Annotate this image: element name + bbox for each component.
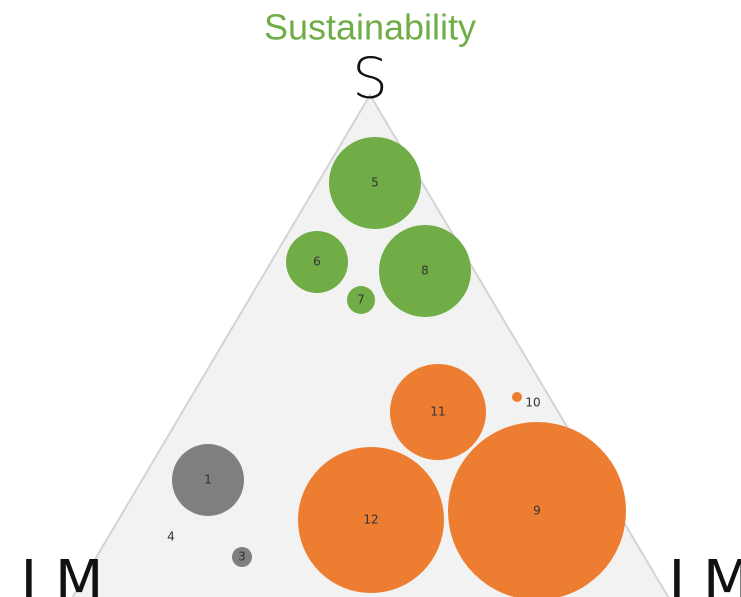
bubble xyxy=(512,392,522,402)
bubble xyxy=(232,547,252,567)
bubble-label: 7 xyxy=(357,293,365,307)
bubble xyxy=(286,231,348,293)
bubbles: 1 3 4 5 6 7 8 9 10 11 12 xyxy=(167,137,626,597)
bubble xyxy=(347,286,375,314)
bubble-label: 8 xyxy=(421,264,429,278)
bubble xyxy=(329,137,421,229)
bubble-label: 3 xyxy=(238,550,246,564)
corner-label-right: I M xyxy=(669,549,741,597)
bubble xyxy=(390,364,486,460)
corner-label-left: I M xyxy=(21,549,104,597)
bubble-label: 4 xyxy=(167,530,175,544)
bubble-label: 6 xyxy=(313,255,321,269)
bubble-label: 1 xyxy=(204,473,212,487)
bubble-label: 5 xyxy=(371,176,379,190)
bubble xyxy=(379,225,471,317)
bubble-label: 11 xyxy=(430,405,445,419)
bubble xyxy=(298,447,444,593)
bubble xyxy=(172,444,244,516)
corner-label-top: S xyxy=(352,46,388,111)
chart-title: Sustainability xyxy=(264,7,476,48)
bubble xyxy=(448,422,626,597)
bubble-label: 10 xyxy=(525,396,540,410)
bubble-label: 12 xyxy=(363,513,378,527)
bubble-label: 9 xyxy=(533,504,541,518)
